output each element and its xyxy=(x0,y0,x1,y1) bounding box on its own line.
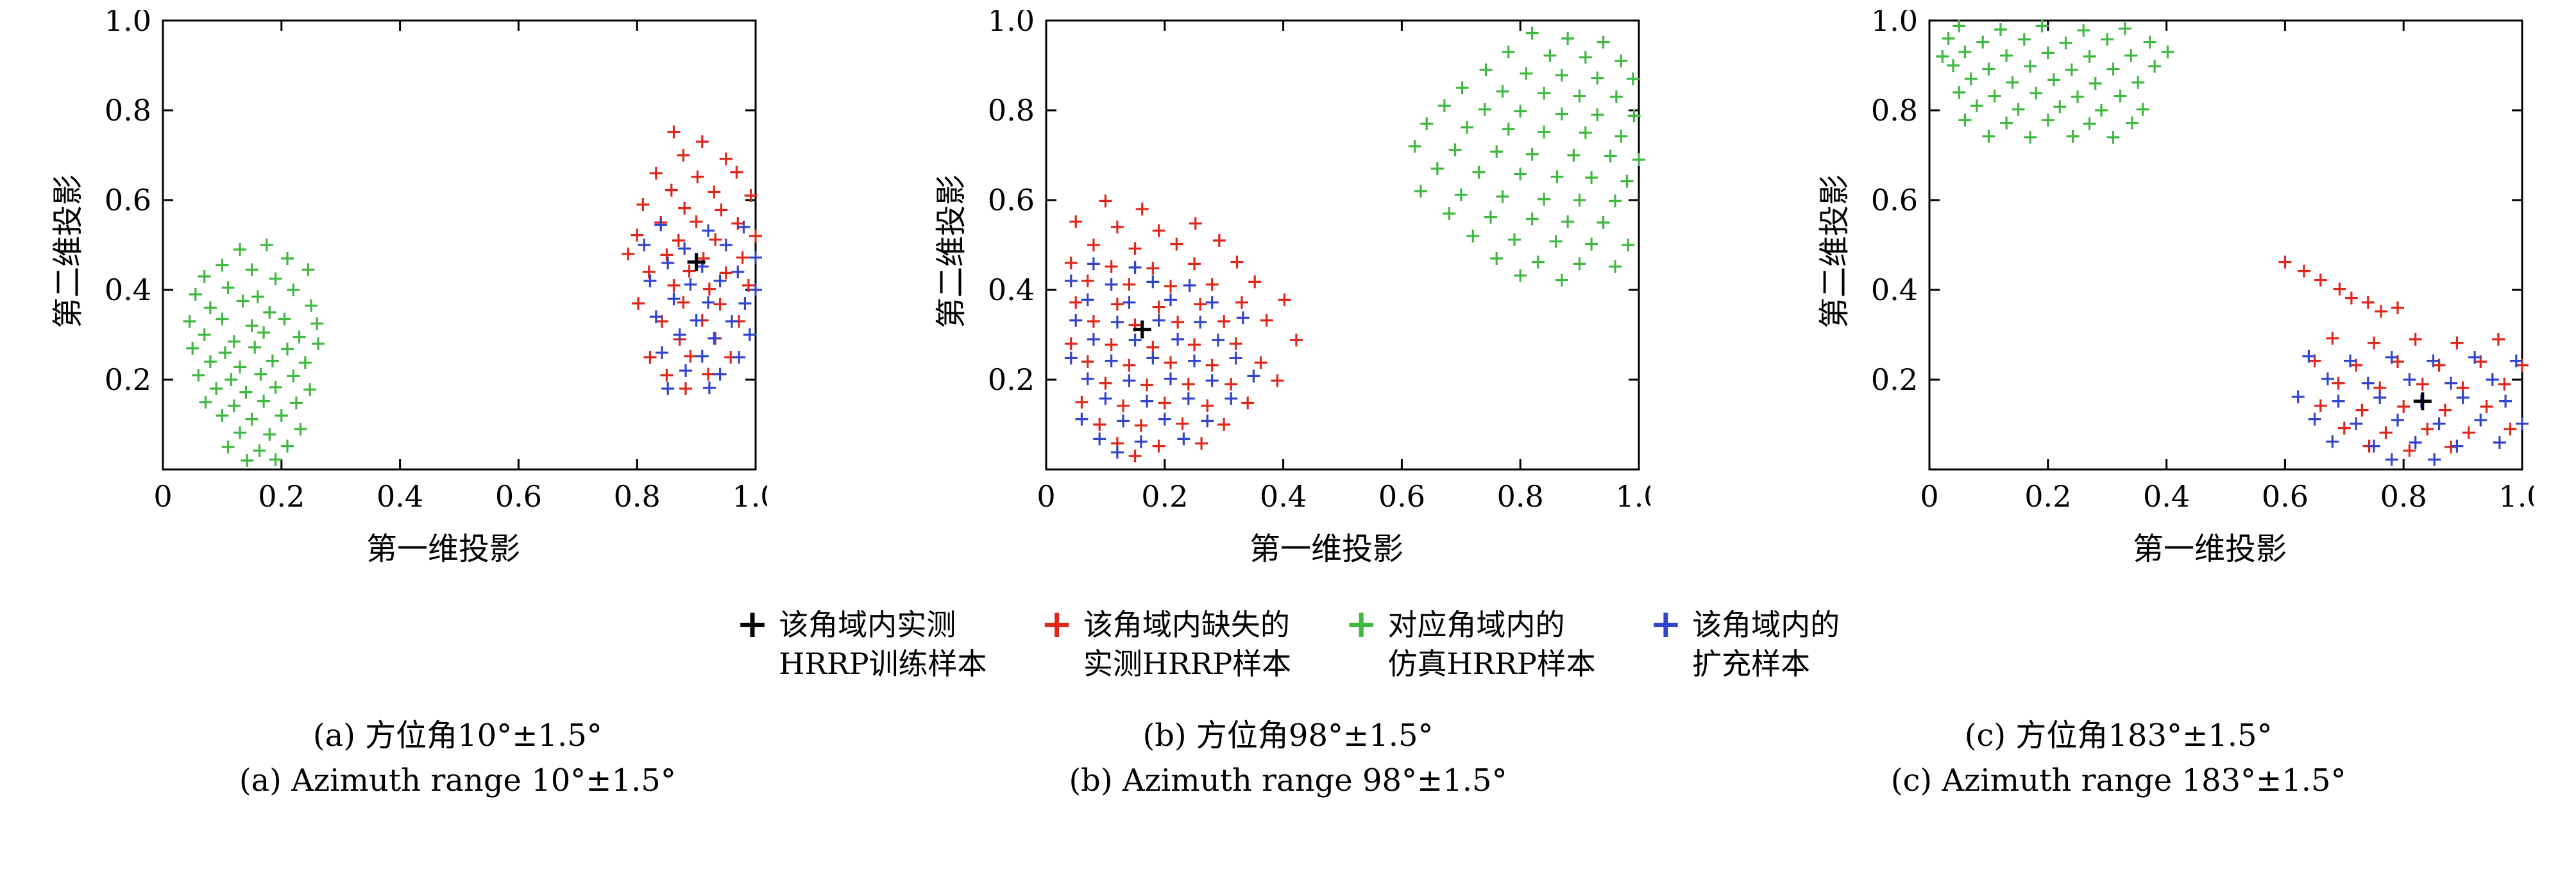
plus-marker-black-icon: + xyxy=(736,602,769,646)
svg-text:0.8: 0.8 xyxy=(1871,93,1918,128)
svg-text:0.2: 0.2 xyxy=(258,479,305,514)
svg-text:0.4: 0.4 xyxy=(1871,273,1918,307)
plus-marker-red-icon: + xyxy=(1040,602,1073,646)
y-axis-label-a: 第二维投影 xyxy=(50,174,86,329)
svg-text:0.4: 0.4 xyxy=(2143,479,2190,514)
svg-text:0: 0 xyxy=(153,479,172,514)
svg-text:1.0: 1.0 xyxy=(988,10,1035,38)
svg-text:0.4: 0.4 xyxy=(377,479,423,514)
svg-text:1.0: 1.0 xyxy=(105,10,151,38)
svg-text:0: 0 xyxy=(1037,479,1055,514)
x-axis-label-c: 第一维投影 xyxy=(2132,531,2287,567)
svg-text:0.4: 0.4 xyxy=(988,273,1035,307)
scatter-plot-b: 0 0.2 0.4 0.6 0.8 1.0 0.2 0.4 0.6 0.8 1.0 xyxy=(988,10,1650,514)
svg-text:0.2: 0.2 xyxy=(1871,362,1918,397)
scatter-plot-a: 0 0.2 0.4 0.6 0.8 1.0 0.2 0.4 0.6 0.8 1.0 xyxy=(105,10,767,514)
caption-a-zh: (a) 方位角10°±1.5° xyxy=(312,718,602,754)
svg-text:0.4: 0.4 xyxy=(105,273,151,307)
scatter-plot-c: 0 0.2 0.4 0.6 0.8 1.0 0.2 0.4 0.6 0.8 1.0 xyxy=(1871,10,2534,514)
svg-text:0: 0 xyxy=(1920,479,1938,514)
svg-text:0.6: 0.6 xyxy=(2262,479,2309,514)
legend-label: 仿真HRRP样本 xyxy=(1387,646,1596,681)
legend-label: 实测HRRP样本 xyxy=(1083,646,1292,681)
legend-item-simulated: + 对应角域内的 仿真HRRP样本 xyxy=(1345,605,1596,683)
caption-a-en: (a) Azimuth range 10°±1.5° xyxy=(239,763,676,799)
svg-text:0.6: 0.6 xyxy=(495,479,542,514)
caption-b-zh: (b) 方位角98°±1.5° xyxy=(1142,718,1434,754)
legend-label: 该角域内缺失的 xyxy=(1083,607,1290,642)
svg-text:0.2: 0.2 xyxy=(1141,479,1188,514)
plus-marker-blue-icon: + xyxy=(1649,602,1682,646)
plots-row: 第二维投影 0 0.2 0.4 0.6 0.8 1.0 0.2 0.4 0.6 0.8 1.0 第一… xyxy=(42,10,2534,568)
caption-b: (b) 方位角98°±1.5° (b) Azimuth range 98°±1.… xyxy=(873,714,1704,803)
svg-text:1.0: 1.0 xyxy=(1615,479,1650,514)
svg-text:0.2: 0.2 xyxy=(2024,479,2071,514)
x-axis-label-a: 第一维投影 xyxy=(366,531,520,567)
svg-text:1.0: 1.0 xyxy=(732,479,767,514)
legend-item-measured-training: + 该角域内实测 HRRP训练样本 xyxy=(736,605,987,683)
y-axis-label-c: 第二维投影 xyxy=(1817,174,1852,329)
x-axis-label-b: 第一维投影 xyxy=(1249,531,1403,567)
legend-item-missing-measured: + 该角域内缺失的 实测HRRP样本 xyxy=(1041,605,1292,683)
legend-label: 扩充样本 xyxy=(1692,646,1811,681)
chart-block-a: 第二维投影 0 0.2 0.4 0.6 0.8 1.0 0.2 0.4 0.6 0.8 1.0 第一… xyxy=(42,10,767,568)
caption-c-en: (c) Azimuth range 183°±1.5° xyxy=(1890,763,2346,799)
svg-text:0.2: 0.2 xyxy=(105,362,151,397)
svg-text:0.6: 0.6 xyxy=(988,183,1035,217)
plus-marker-green-icon: + xyxy=(1345,602,1378,646)
legend-item-augmented: + 该角域内的 扩充样本 xyxy=(1650,605,1840,683)
svg-text:0.8: 0.8 xyxy=(2380,479,2427,514)
svg-text:1.0: 1.0 xyxy=(1871,10,1918,38)
svg-text:0.8: 0.8 xyxy=(988,93,1035,128)
svg-text:0.6: 0.6 xyxy=(1378,479,1425,514)
legend: + 该角域内实测 HRRP训练样本 + 该角域内缺失的 实测HRRP样本 + 对… xyxy=(42,605,2534,683)
svg-text:0.8: 0.8 xyxy=(105,93,151,128)
chart-block-c: 第二维投影 0 0.2 0.4 0.6 0.8 1.0 0.2 0.4 0.6 0.8 1.0 第一… xyxy=(1809,10,2534,568)
legend-label: HRRP训练样本 xyxy=(779,646,987,681)
legend-label: 该角域内的 xyxy=(1692,607,1840,642)
y-axis-label-b: 第二维投影 xyxy=(933,174,969,329)
captions-row: (a) 方位角10°±1.5° (a) Azimuth range 10°±1.… xyxy=(42,714,2534,803)
svg-text:1.0: 1.0 xyxy=(2498,479,2534,514)
caption-b-en: (b) Azimuth range 98°±1.5° xyxy=(1069,763,1507,799)
chart-block-b: 第二维投影 0 0.2 0.4 0.6 0.8 1.0 0.2 0.4 0.6 0.8 1.0 第一… xyxy=(926,10,1650,568)
svg-text:0.6: 0.6 xyxy=(105,183,151,217)
legend-label: 对应角域内的 xyxy=(1387,607,1565,642)
svg-text:0.8: 0.8 xyxy=(614,479,661,514)
caption-c-zh: (c) 方位角183°±1.5° xyxy=(1964,718,2273,754)
caption-a: (a) 方位角10°±1.5° (a) Azimuth range 10°±1.… xyxy=(42,714,873,803)
svg-text:0.4: 0.4 xyxy=(1260,479,1307,514)
caption-c: (c) 方位角183°±1.5° (c) Azimuth range 183°±… xyxy=(1703,714,2534,803)
svg-text:0.8: 0.8 xyxy=(1497,479,1544,514)
svg-text:0.6: 0.6 xyxy=(1871,183,1918,217)
svg-text:0.2: 0.2 xyxy=(988,362,1035,397)
legend-label: 该角域内实测 xyxy=(779,607,956,642)
